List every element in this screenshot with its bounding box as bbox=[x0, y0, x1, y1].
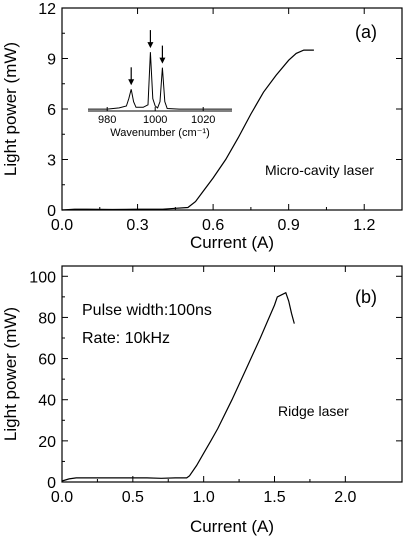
panel-b-curve bbox=[61, 291, 295, 482]
panel-a-xlabel: Current (A) bbox=[190, 233, 274, 252]
inset-spectrum bbox=[88, 52, 232, 110]
inset-x-tick-label: 1000 bbox=[143, 114, 167, 126]
y-tick-label: 80 bbox=[38, 310, 56, 327]
panel-a-ylabel: Light power (mW) bbox=[1, 42, 20, 176]
x-tick-label: 0.0 bbox=[51, 489, 73, 506]
y-tick-label: 0 bbox=[47, 203, 56, 220]
inset-x-tick-label: 1020 bbox=[191, 114, 215, 126]
panel-a-annotation: Micro-cavity laser bbox=[265, 162, 374, 178]
rate-text: Rate: 10kHz bbox=[82, 330, 170, 347]
panel-b-frame bbox=[61, 265, 403, 483]
x-tick-label: 1.2 bbox=[353, 217, 375, 234]
inset: 980 1000 1020 Wavenumber (cm⁻¹) bbox=[88, 30, 232, 139]
panel-a-curve bbox=[61, 49, 314, 211]
y-tick-label: 0 bbox=[47, 475, 56, 492]
x-tick-label: 0.0 bbox=[51, 217, 73, 234]
x-tick-label: 0.3 bbox=[126, 217, 148, 234]
panel-b-y-ticks: 0 20 40 60 80 100 bbox=[29, 269, 402, 492]
panel-a: 0.0 0.3 0.6 0.9 1.2 0 3 6 9 12 (a) Micro-cavity … bbox=[1, 1, 403, 252]
x-tick-label: 0.6 bbox=[202, 217, 224, 234]
y-tick-label: 12 bbox=[38, 1, 56, 18]
y-tick-label: 9 bbox=[47, 52, 56, 69]
panel-b-annotation: Ridge laser bbox=[278, 403, 349, 419]
y-tick-label: 6 bbox=[47, 102, 56, 119]
panel-b-x-ticks: 0.0 0.5 1.0 1.5 2.0 bbox=[51, 266, 357, 506]
panel-a-label: (a) bbox=[355, 22, 377, 42]
inset-peak-arrows bbox=[128, 30, 166, 86]
y-tick-label: 3 bbox=[47, 153, 56, 170]
inset-arrow-head bbox=[128, 79, 135, 86]
y-tick-label: 60 bbox=[38, 352, 56, 369]
panel-a-y-ticks: 0 3 6 9 12 bbox=[38, 1, 402, 220]
panel-b-xlabel: Current (A) bbox=[190, 517, 274, 536]
inset-xlabel: Wavenumber (cm⁻¹) bbox=[110, 127, 210, 139]
y-tick-label: 100 bbox=[29, 269, 56, 286]
y-tick-label: 40 bbox=[38, 393, 56, 410]
x-tick-label: 0.5 bbox=[122, 489, 144, 506]
x-tick-label: 1.5 bbox=[263, 489, 285, 506]
inset-x-ticks: 980 1000 1020 bbox=[98, 107, 215, 126]
panel-b-label: (b) bbox=[355, 287, 377, 307]
x-tick-label: 0.9 bbox=[278, 217, 300, 234]
y-tick-label: 20 bbox=[38, 434, 56, 451]
inset-arrow-head bbox=[147, 42, 154, 49]
inset-arrow-head bbox=[159, 57, 166, 64]
inset-x-tick-label: 980 bbox=[98, 114, 116, 126]
pulse-width-text: Pulse width:100ns bbox=[82, 302, 212, 319]
panel-b-ylabel: Light power (mW) bbox=[1, 307, 20, 441]
panel-a-x-ticks: 0.0 0.3 0.6 0.9 1.2 bbox=[51, 8, 375, 234]
x-tick-label: 1.0 bbox=[193, 489, 215, 506]
x-tick-label: 2.0 bbox=[334, 489, 356, 506]
panel-b: 0.0 0.5 1.0 1.5 2.0 0 20 40 60 80 100 (b) Pulse w… bbox=[1, 265, 403, 536]
